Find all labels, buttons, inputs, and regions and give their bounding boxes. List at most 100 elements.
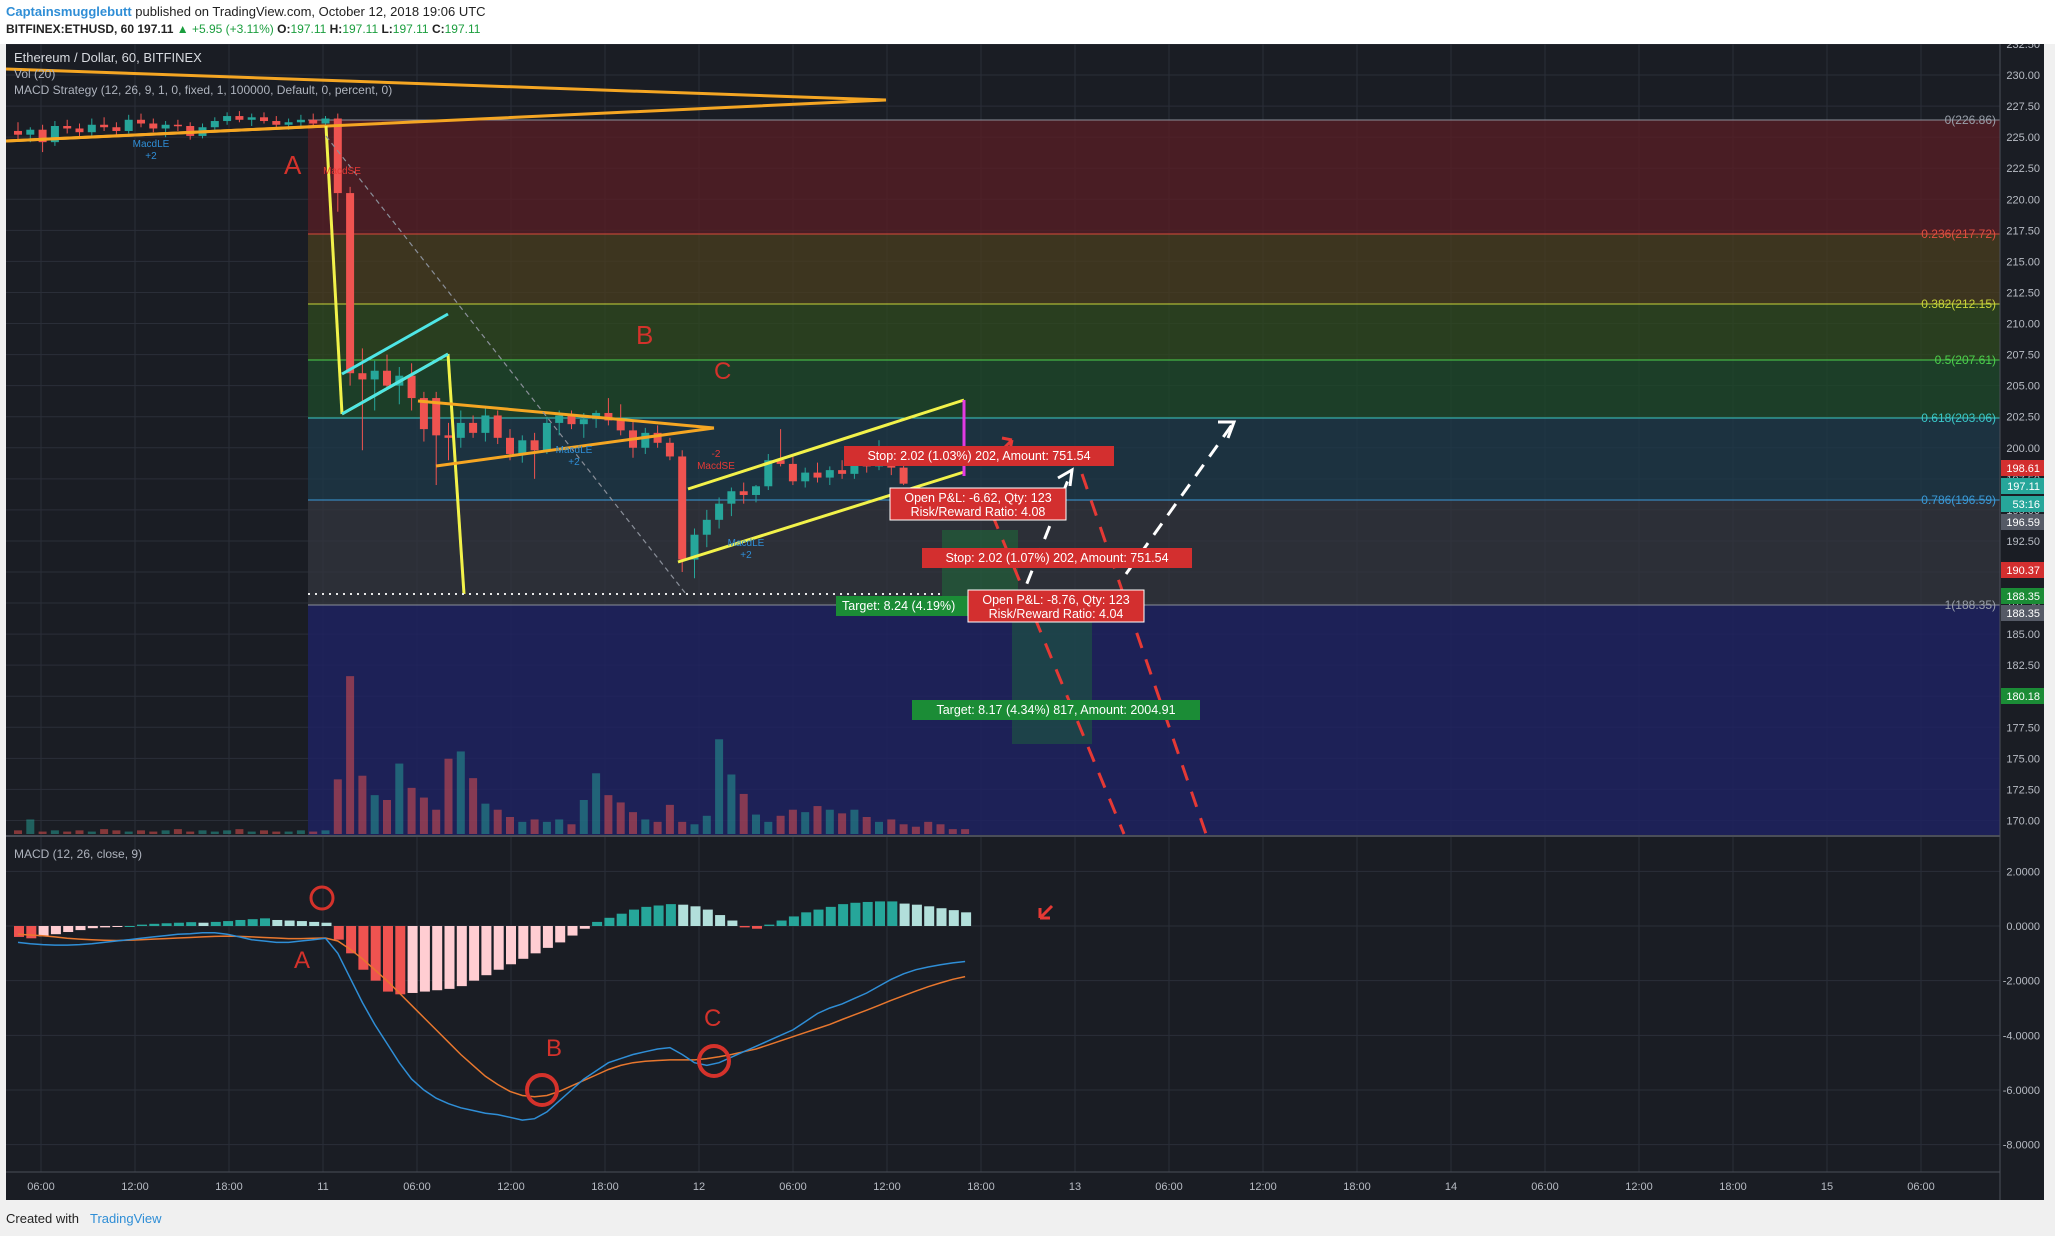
chart-container[interactable]: 0(226.86) 0.236(217.72) 0.382(212.15) 0.…: [5, 39, 2044, 1200]
yellow-wave-a[interactable]: [324, 125, 344, 415]
macd-histogram-bar: [407, 926, 418, 993]
volume-bar: [38, 831, 47, 834]
candle-body: [825, 470, 834, 478]
orange-trendline[interactable]: [5, 124, 327, 143]
volume-bar: [173, 829, 182, 834]
position-tool-1[interactable]: Stop: 2.02 (1.03%) 202, Amount: 751.54 O…: [836, 446, 1114, 616]
time-tick-label: 12:00: [1249, 1181, 1277, 1193]
volume-bar: [592, 773, 601, 834]
candle-body: [764, 460, 773, 487]
position-tool-2[interactable]: Stop: 2.02 (1.07%) 202, Amount: 751.54 O…: [912, 548, 1200, 720]
volume-bar: [456, 751, 465, 834]
candle-body: [112, 127, 121, 131]
price-tick-label: 192.50: [2006, 536, 2040, 548]
price-tick-label: 202.50: [2006, 412, 2040, 424]
volume-bars: [14, 676, 970, 834]
yellow-channel-bottom[interactable]: [677, 470, 965, 564]
header-line-1: Captainsmugglebutt published on TradingV…: [6, 4, 486, 19]
candle-body: [702, 519, 711, 535]
legend-title: Ethereum / Dollar, 60, BITFINEX: [14, 50, 202, 65]
macd-histogram-bar: [604, 917, 615, 926]
macd-histogram-bar: [63, 926, 74, 933]
macd-histogram-bar: [75, 926, 86, 931]
price-tag-6: 188.35: [2006, 608, 2040, 620]
candle-body: [444, 435, 453, 438]
macd-axis[interactable]: 2.0000 0.0000 -2.0000 -4.0000 -6.0000 -8.0000: [2003, 866, 2040, 1151]
pnl-text-2: Open P&L: -8.76, Qty: 123: [982, 593, 1129, 607]
macd-tick-label: -4.0000: [2003, 1030, 2040, 1042]
macd-histogram-bar: [948, 910, 959, 926]
macd-histogram-bar: [961, 912, 972, 926]
macd-histogram-bar: [875, 901, 885, 926]
candle-body: [321, 118, 330, 124]
drawings[interactable]: [5, 67, 1237, 835]
volume-bar: [223, 830, 232, 834]
macd-histogram-bar: [395, 926, 406, 995]
macd-wave-label-c: C: [704, 1005, 721, 1032]
candle-body: [776, 460, 785, 464]
volume-bar: [395, 763, 404, 834]
macd-circle-c: [697, 1044, 731, 1078]
time-tick-label: 18:00: [967, 1181, 995, 1193]
macd-histogram-bar: [752, 926, 762, 929]
price-tick-label: 207.50: [2006, 350, 2040, 362]
yellow-channel-top[interactable]: [687, 398, 965, 491]
close-value: 197.11: [444, 22, 481, 36]
price-tag-box-5: [2001, 588, 2044, 604]
signal-label-le-2-qty: +2: [568, 457, 580, 468]
price-tag-box-4: [2001, 562, 2044, 578]
volume-bar: [296, 830, 305, 834]
volume-bar: [444, 758, 453, 834]
time-tick-label: 12:00: [1625, 1181, 1653, 1193]
macd-histogram-bar: [198, 922, 209, 926]
macd-histogram-bar: [678, 904, 689, 926]
volume-bar: [198, 830, 207, 834]
candle-body: [493, 415, 502, 438]
volume-bar: [875, 821, 883, 834]
candle-body: [38, 129, 47, 143]
volume-bar: [690, 824, 699, 834]
time-tick-label: 12:00: [497, 1181, 525, 1193]
candle-body: [173, 124, 182, 127]
candle-body: [358, 373, 367, 380]
volume-bar: [210, 831, 219, 834]
fib-zone-0382-05: [308, 304, 2004, 360]
chart-svg[interactable]: 0(226.86) 0.236(217.72) 0.382(212.15) 0.…: [5, 39, 2044, 1200]
price-tick-label: 225.00: [2006, 132, 2040, 144]
pnl-box-1: [889, 487, 1067, 521]
volume-bar: [481, 803, 490, 834]
volume-bar: [149, 831, 158, 834]
price-tag-4: 190.37: [2006, 565, 2040, 577]
orange-pennant-top[interactable]: [417, 399, 715, 430]
volume-bar: [801, 812, 810, 834]
macd-histogram-bar: [567, 926, 578, 936]
stop-box-1: [844, 446, 1114, 466]
macd-histogram-bar: [629, 909, 639, 926]
price-tick-label: 182.50: [2006, 660, 2040, 672]
author-link[interactable]: Captainsmugglebutt: [6, 4, 132, 19]
candle-body: [87, 124, 96, 133]
time-tick-label: 06:00: [779, 1181, 807, 1193]
macd-tick-label: -6.0000: [2003, 1085, 2040, 1097]
fib-trend-line: [325, 135, 687, 595]
fib-retracement[interactable]: 0(226.86) 0.236(217.72) 0.382(212.15) 0.…: [308, 113, 2004, 835]
time-tick-label: 18:00: [1343, 1181, 1371, 1193]
time-tick-label: 12:00: [873, 1181, 901, 1193]
price-tick-label: 200.00: [2006, 443, 2040, 455]
cyan-flag-bottom[interactable]: [341, 352, 449, 416]
macd-histogram-bar: [518, 926, 529, 959]
price-tag-box-6: [2001, 605, 2044, 621]
macd-histogram-bar: [924, 906, 935, 926]
candle-body: [272, 121, 281, 125]
yellow-wave-c[interactable]: [446, 353, 466, 595]
tradingview-link[interactable]: TradingView: [90, 1211, 162, 1226]
orange-pennant-bottom[interactable]: [435, 426, 715, 468]
time-axis[interactable]: 06:00 12:00 18:00 11 06:00 12:00 18:00 12 06:00 1…: [27, 1181, 1935, 1193]
candle-body: [579, 419, 588, 425]
cyan-flag-top[interactable]: [341, 312, 449, 376]
macd-histogram-bar: [210, 921, 221, 926]
macd-pane: [6, 870, 2000, 1146]
candle-body: [530, 440, 539, 451]
volume-bar: [137, 830, 145, 834]
white-arrowhead-1: [1057, 467, 1074, 487]
